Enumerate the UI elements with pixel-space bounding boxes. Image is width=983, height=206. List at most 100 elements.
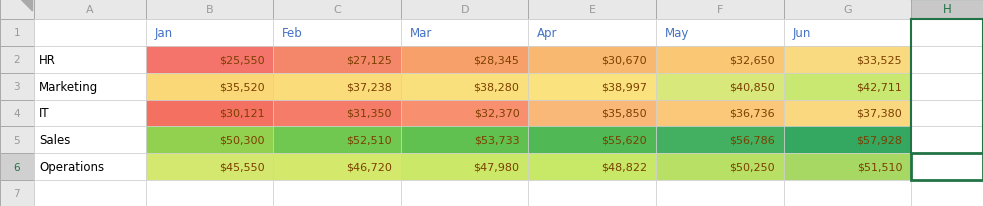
Polygon shape: [22, 1, 32, 12]
Text: $40,850: $40,850: [728, 82, 775, 92]
Text: $50,300: $50,300: [219, 135, 264, 145]
Bar: [783, 73, 911, 100]
Text: B: B: [205, 5, 213, 15]
Bar: [911, 0, 983, 20]
Bar: [401, 20, 529, 47]
Bar: [0, 20, 33, 47]
Bar: [656, 0, 783, 20]
Bar: [273, 47, 401, 73]
Bar: [273, 0, 401, 20]
Bar: [656, 73, 783, 100]
Bar: [656, 20, 783, 47]
Text: $32,650: $32,650: [729, 55, 775, 65]
Bar: [33, 100, 145, 127]
Text: Apr: Apr: [538, 27, 557, 40]
Bar: [911, 20, 983, 47]
Text: D: D: [460, 5, 469, 15]
Text: Operations: Operations: [39, 160, 104, 173]
Text: $53,733: $53,733: [474, 135, 519, 145]
Text: 5: 5: [14, 135, 20, 145]
Bar: [783, 47, 911, 73]
Text: $28,345: $28,345: [474, 55, 519, 65]
Bar: [656, 127, 783, 153]
Bar: [529, 153, 656, 180]
Bar: [33, 20, 145, 47]
Bar: [145, 73, 273, 100]
Text: $38,280: $38,280: [474, 82, 519, 92]
Text: G: G: [843, 5, 851, 15]
Bar: [783, 100, 911, 127]
Bar: [911, 127, 983, 153]
Bar: [783, 20, 911, 47]
Bar: [401, 0, 529, 20]
Bar: [529, 100, 656, 127]
Text: $55,620: $55,620: [602, 135, 647, 145]
Text: $45,550: $45,550: [219, 162, 264, 172]
Text: F: F: [717, 5, 723, 15]
Bar: [0, 47, 33, 73]
Bar: [273, 100, 401, 127]
Bar: [0, 73, 33, 100]
Text: $47,980: $47,980: [474, 162, 519, 172]
Bar: [0, 127, 33, 153]
Bar: [273, 73, 401, 100]
Text: 1: 1: [14, 28, 20, 38]
Bar: [0, 0, 33, 20]
Bar: [529, 180, 656, 206]
Bar: [273, 153, 401, 180]
Bar: [529, 47, 656, 73]
Text: Marketing: Marketing: [39, 80, 98, 93]
Bar: [401, 127, 529, 153]
Text: Jan: Jan: [154, 27, 173, 40]
Bar: [529, 127, 656, 153]
Text: Sales: Sales: [39, 134, 71, 147]
Bar: [911, 100, 983, 127]
Bar: [529, 20, 656, 47]
Text: $36,736: $36,736: [729, 108, 775, 118]
Bar: [273, 127, 401, 153]
Bar: [0, 100, 33, 127]
Text: H: H: [943, 4, 952, 16]
Bar: [273, 180, 401, 206]
Text: $27,125: $27,125: [346, 55, 392, 65]
Bar: [656, 153, 783, 180]
Bar: [145, 100, 273, 127]
Bar: [33, 153, 145, 180]
Bar: [33, 180, 145, 206]
Text: 3: 3: [14, 82, 20, 92]
Bar: [783, 0, 911, 20]
Text: $25,550: $25,550: [219, 55, 264, 65]
Text: $35,520: $35,520: [219, 82, 264, 92]
Bar: [529, 0, 656, 20]
Text: A: A: [86, 5, 93, 15]
Text: $52,510: $52,510: [346, 135, 392, 145]
Bar: [33, 0, 145, 20]
Text: $50,250: $50,250: [729, 162, 775, 172]
Text: $48,822: $48,822: [601, 162, 647, 172]
Bar: [145, 20, 273, 47]
Text: Mar: Mar: [410, 27, 433, 40]
Bar: [33, 73, 145, 100]
Text: $57,928: $57,928: [856, 135, 902, 145]
Text: $42,711: $42,711: [856, 82, 902, 92]
Text: $32,370: $32,370: [474, 108, 519, 118]
Bar: [911, 47, 983, 73]
Text: $56,786: $56,786: [728, 135, 775, 145]
Bar: [401, 153, 529, 180]
Bar: [656, 180, 783, 206]
Text: $46,720: $46,720: [346, 162, 392, 172]
Text: $31,350: $31,350: [346, 108, 392, 118]
Text: 7: 7: [14, 188, 20, 198]
Text: 6: 6: [14, 162, 20, 172]
Bar: [401, 47, 529, 73]
Bar: [0, 180, 33, 206]
Bar: [783, 180, 911, 206]
Bar: [401, 100, 529, 127]
Bar: [33, 127, 145, 153]
Text: May: May: [665, 27, 689, 40]
Text: Jun: Jun: [792, 27, 811, 40]
Text: $30,670: $30,670: [602, 55, 647, 65]
Bar: [656, 47, 783, 73]
Text: $33,525: $33,525: [856, 55, 902, 65]
Bar: [656, 100, 783, 127]
